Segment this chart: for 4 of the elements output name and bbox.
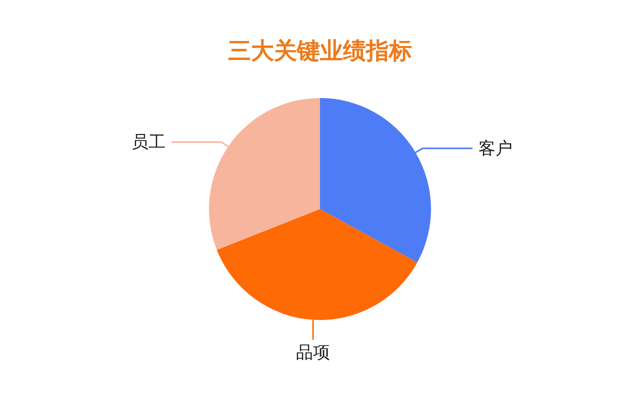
slice-label: 员工 <box>132 132 166 152</box>
slice-label: 客户 <box>478 138 512 158</box>
chart-title: 三大关键业绩指标 <box>228 38 412 64</box>
slice-label: 品项 <box>296 342 330 362</box>
